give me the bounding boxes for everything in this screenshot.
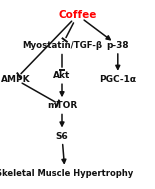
Text: p-38: p-38: [106, 41, 129, 50]
Text: Myostatin/TGF-β: Myostatin/TGF-β: [22, 41, 102, 50]
Text: AMPK: AMPK: [1, 75, 30, 84]
Text: mTOR: mTOR: [47, 101, 77, 110]
Text: Coffee: Coffee: [58, 10, 97, 20]
Text: PGC-1α: PGC-1α: [99, 75, 136, 84]
Text: Akt: Akt: [53, 71, 71, 80]
Text: Skeletal Muscle Hypertrophy: Skeletal Muscle Hypertrophy: [0, 169, 134, 178]
Text: S6: S6: [56, 132, 68, 141]
